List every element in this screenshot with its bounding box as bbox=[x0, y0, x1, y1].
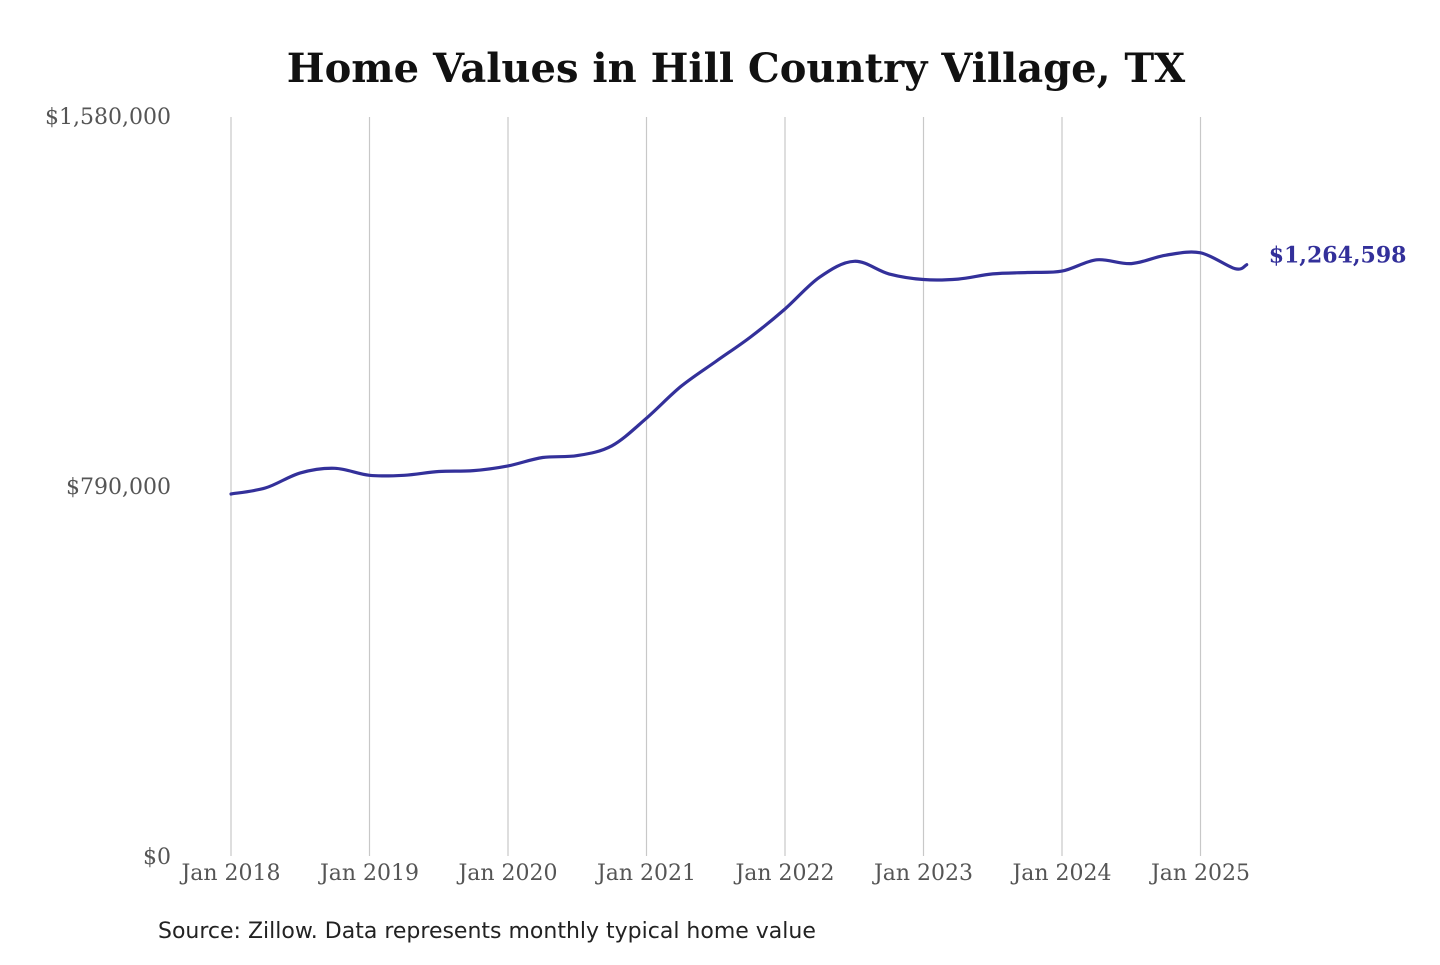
grid-lines bbox=[230, 117, 1202, 856]
y-tick-label: $1,580,000 bbox=[45, 105, 171, 130]
series-line bbox=[229, 250, 1249, 496]
x-tick-label: Jan 2025 bbox=[1149, 861, 1250, 886]
x-tick-label: Jan 2018 bbox=[179, 861, 280, 886]
y-tick-label: $790,000 bbox=[66, 475, 171, 500]
source-note: Source: Zillow. Data represents monthly … bbox=[158, 919, 816, 944]
x-tick-label: Jan 2019 bbox=[318, 861, 419, 886]
y-axis: $0 $790,000 $1,580,000 bbox=[45, 105, 171, 870]
end-value-label: $1,264,598 bbox=[1269, 243, 1407, 269]
y-tick-label: $0 bbox=[143, 845, 171, 870]
x-axis: Jan 2018 Jan 2019 Jan 2020 Jan 2021 Jan 2022… bbox=[179, 861, 1250, 886]
x-tick-label: Jan 2020 bbox=[456, 861, 557, 886]
x-tick-label: Jan 2022 bbox=[733, 861, 834, 886]
x-tick-label: Jan 2021 bbox=[595, 861, 696, 886]
x-tick-label: Jan 2023 bbox=[872, 861, 973, 886]
chart-title: Home Values in Hill Country Village, TX bbox=[287, 45, 1185, 92]
series-layer bbox=[229, 250, 1249, 496]
x-tick-label: Jan 2024 bbox=[1010, 861, 1111, 886]
